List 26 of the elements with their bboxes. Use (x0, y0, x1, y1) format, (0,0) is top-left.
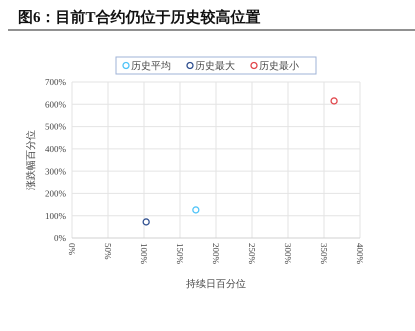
x-tick-label: 350% (318, 243, 329, 264)
y-tick-label: 600% (45, 99, 66, 110)
y-tick-label: 500% (45, 122, 66, 132)
x-tick-label: 300% (282, 243, 293, 264)
y-tick-label: 200% (45, 188, 66, 199)
chart-title: 图6：目前T合约仍位于历史较高位置 (18, 8, 261, 26)
x-tick-label: 150% (174, 243, 185, 264)
x-tick-label: 50% (102, 243, 113, 260)
point (192, 206, 200, 214)
point (142, 218, 150, 226)
y-axis-title: 涨跌幅百分位 (25, 130, 37, 190)
x-tick-label: 200% (210, 243, 221, 264)
y-tick-label: 400% (45, 144, 66, 154)
y-tick-label: 700% (45, 77, 66, 88)
legend-label: 历史平均 (131, 60, 171, 72)
legend-label: 历史最大 (195, 60, 235, 72)
x-tick-label: 400% (354, 243, 365, 264)
x-tick-label: 0% (66, 243, 77, 256)
x-axis-title: 持续日百分位 (186, 278, 246, 290)
point (330, 97, 338, 105)
y-tick-label: 300% (45, 166, 66, 176)
y-tick-label: 0% (54, 233, 66, 244)
y-tick-label: 100% (45, 210, 66, 221)
x-tick-label: 250% (246, 243, 257, 264)
legend-label: 历史最小 (259, 60, 299, 72)
x-tick-label: 100% (138, 243, 149, 264)
